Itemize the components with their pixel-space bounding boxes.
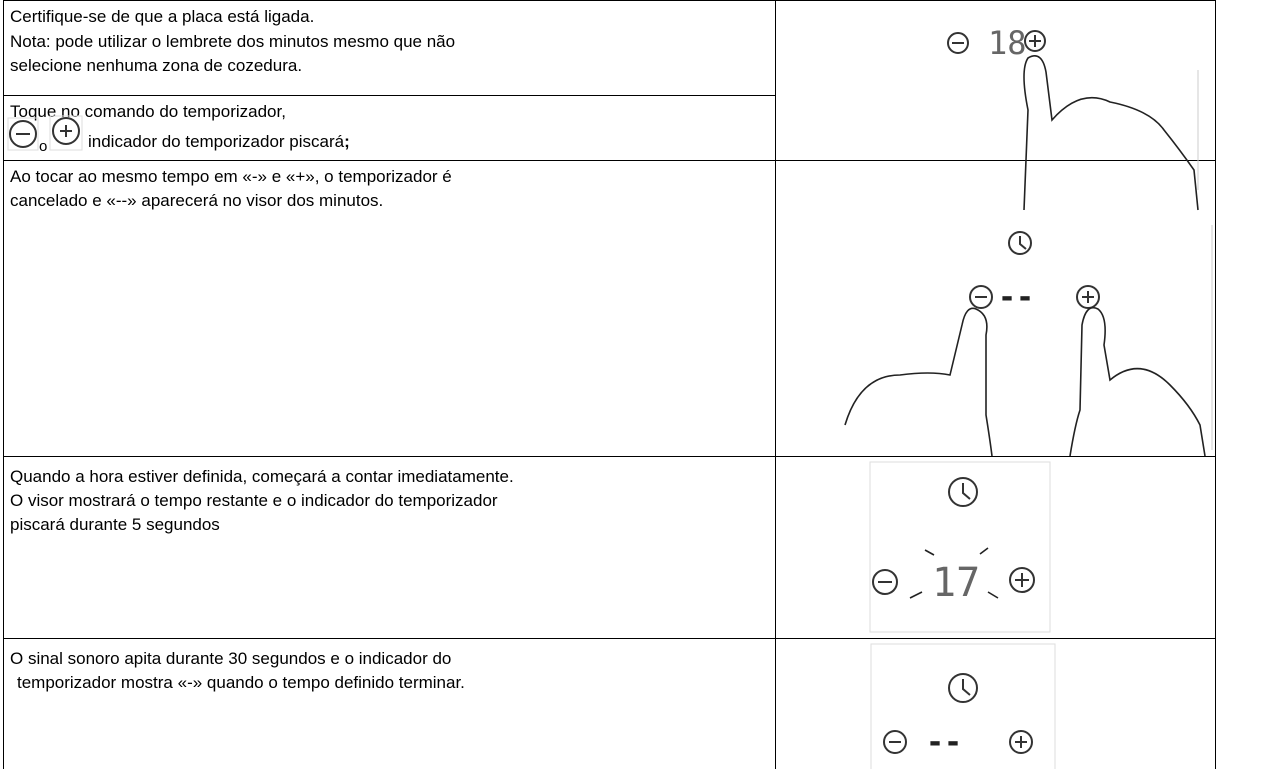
display: 18 — [988, 24, 1027, 62]
plus-icon — [1009, 567, 1035, 593]
finger — [1023, 55, 1199, 211]
table-border — [3, 638, 1216, 639]
step-text: piscará durante 5 segundos — [10, 515, 220, 534]
finger — [1069, 306, 1206, 457]
finger — [844, 307, 993, 457]
image-frame — [870, 643, 1056, 769]
image-frame — [869, 461, 1051, 633]
step-text: selecione nenhuma zona de cozedura. — [10, 56, 303, 75]
clock-icon — [948, 673, 978, 703]
blink-marks — [909, 547, 999, 599]
table-border — [1215, 0, 1216, 769]
plus-icon — [52, 117, 80, 145]
minus-icon — [883, 730, 907, 754]
step-text: Certifique-se de que a placa está ligada… — [10, 7, 315, 26]
display: -- — [998, 280, 1034, 315]
step-text: indicador do temporizador piscará — [88, 132, 345, 151]
connector: o — [39, 138, 48, 155]
plus-icon — [1009, 730, 1033, 754]
punctuation: ; — [344, 132, 350, 151]
minus-icon — [872, 569, 898, 595]
step-text: Ao tocar ao mesmo tempo em «-» e «+», o … — [10, 167, 452, 186]
clock-icon — [962, 483, 971, 500]
table-border — [3, 0, 4, 769]
step-text: O sinal sonoro apita durante 30 segundos… — [10, 649, 452, 668]
table-border — [3, 160, 1216, 161]
icon-frame — [49, 115, 83, 151]
step-text: temporizador mostra «-» quando o tempo d… — [17, 673, 465, 692]
table-border — [3, 456, 1216, 457]
icon-frame — [7, 117, 39, 151]
table-border — [775, 0, 776, 769]
clock-icon — [948, 477, 978, 507]
minus-icon — [9, 120, 37, 148]
illustration-touch-plus: 18 — [947, 24, 1199, 211]
display: -- — [926, 725, 962, 760]
table-border — [3, 0, 1216, 1]
illustration-finished: -- — [870, 643, 1056, 769]
clock-icon — [962, 679, 971, 696]
step-text: Nota: pode utilizar o lembrete dos minut… — [10, 32, 456, 51]
step-text: O visor mostrará o tempo restante e o in… — [10, 491, 498, 510]
clock-icon — [1019, 236, 1027, 250]
display: 17 — [932, 560, 980, 606]
step-text: cancelado e «--» aparecerá no visor dos … — [10, 191, 384, 210]
step-text: indicador do temporizador piscará; — [88, 132, 350, 152]
clock-icon — [1008, 231, 1032, 255]
timer-icons — [7, 115, 83, 151]
plus-icon — [1076, 285, 1100, 309]
minus-icon — [969, 285, 993, 309]
minus-icon — [947, 32, 969, 54]
illustration-countdown: 17 — [869, 461, 1051, 633]
plus-icon — [1024, 30, 1046, 52]
step-text: Quando a hora estiver definida, começará… — [10, 467, 514, 486]
illustration-cancel: -- — [844, 225, 1213, 457]
table-border — [3, 95, 775, 96]
